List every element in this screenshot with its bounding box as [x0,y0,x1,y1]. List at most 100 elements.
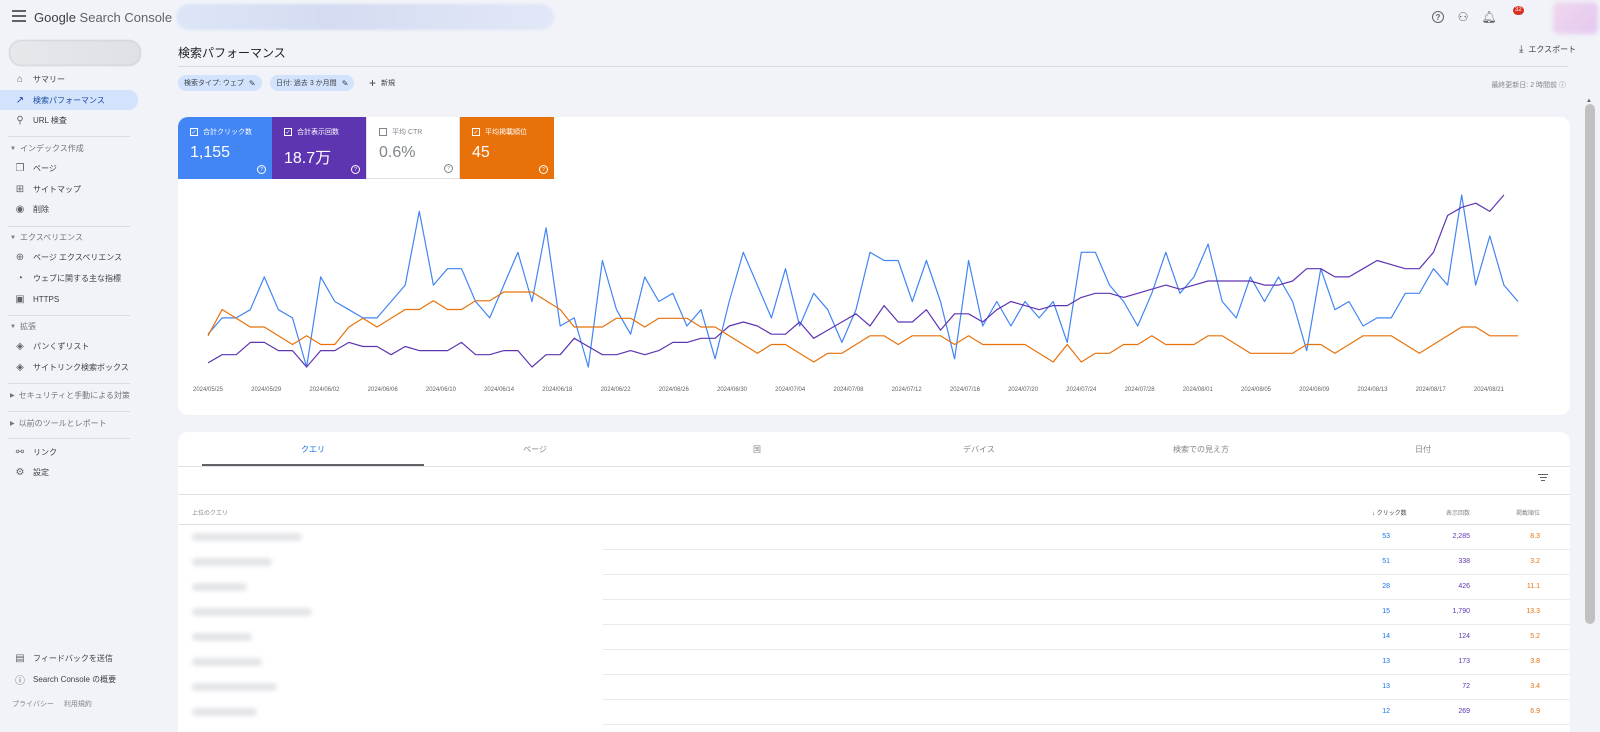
divider [8,383,130,384]
x-tick-label: 2024/06/26 [659,387,690,393]
table-row[interactable]: 13 173 3.8 [178,650,1570,675]
help-icon[interactable]: ? [539,165,548,174]
settings-icon: ⚙ [15,466,25,478]
metric-label: 合計表示回数 [297,129,339,136]
sitemap-icon: ⊞ [15,183,25,195]
sidebar-item-breadcrumbs[interactable]: ◈ パンくずリスト [0,336,138,356]
sidebar-item-page-experience[interactable]: ⊕ ページ エクスペリエンス [0,247,138,267]
app-logo[interactable]: Google Search Console [34,10,172,25]
sidebar-item-removals[interactable]: ◉ 削除 [0,199,138,219]
section-enhancements[interactable]: ▼ 拡張 [10,321,36,332]
tab-countries[interactable]: 国 [753,445,761,454]
row-divider [603,624,1570,625]
download-icon: ⤓ [1519,44,1524,55]
sidebar-item-performance[interactable]: ↗ 検索パフォーマンス [0,90,138,110]
row-clicks: 15 [1382,608,1390,615]
metric-value: 18.7万 [284,150,332,167]
metric-clicks[interactable]: ✓ 合計クリック数 1,155 ? [178,117,272,179]
table-row[interactable]: 15 1,790 13.3 [178,600,1570,625]
sidebar-item-feedback[interactable]: ▤ フィードバックを送信 [0,648,138,668]
section-indexing[interactable]: ▼ インデックス作成 [10,143,84,154]
sidebar-item-https[interactable]: ▣ HTTPS [0,289,138,309]
x-tick-label: 2024/06/22 [601,387,632,393]
help-icon[interactable]: ? [444,164,453,173]
metric-ctr[interactable]: 平均 CTR 0.6% ? [366,117,460,179]
add-circle-icon: ⊕ [15,251,25,263]
menu-icon[interactable] [12,10,26,22]
sidebar-item-settings[interactable]: ⚙ 設定 [0,462,138,482]
table-row[interactable]: 28 426 11.1 [178,575,1570,600]
tab-queries[interactable]: クエリ [301,445,325,454]
sidebar-item-links[interactable]: ⚯ リンク [0,442,138,462]
performance-line-chart[interactable]: 2024/05/25 2024/05/29 2024/06/02 2024/06/06… [178,117,1570,415]
metric-position[interactable]: ✓ 平均掲載順位 45 ? [460,117,554,179]
tab-dates[interactable]: 日付 [1415,445,1431,454]
table-row[interactable]: 53 2,285 8.3 [178,525,1570,550]
privacy-link[interactable]: プライバシー [12,701,54,708]
x-tick-label: 2024/07/20 [1008,387,1039,393]
property-selector[interactable] [9,40,141,66]
column-header-impressions[interactable]: 表示回数 [1445,511,1470,517]
metric-impressions[interactable]: ✓ 合計表示回数 18.7万 ? [272,117,366,179]
x-tick-label: 2024/06/30 [717,387,748,393]
chevron-down-icon: ▼ [10,323,16,330]
row-impressions: 269 [1458,708,1470,715]
scroll-up-arrow[interactable]: ▲ [1586,98,1592,104]
sidebar-item-label: サイトマップ [33,184,81,194]
sidebar-item-label: Search Console の概要 [33,674,117,684]
table-row[interactable]: 12 269 6.9 [178,700,1570,725]
section-experience[interactable]: ▼ エクスペリエンス [10,232,83,243]
x-tick-label: 2024/07/24 [1066,387,1097,393]
sidebar-item-label: ページ エクスペリエンス [33,252,123,262]
help-icon[interactable]: ? [1430,9,1446,25]
chip-label: 検索タイプ: ウェブ [184,80,244,87]
filter-chip-search-type[interactable]: 検索タイプ: ウェブ ✎ [178,75,262,91]
section-security[interactable]: ▶ セキュリティと手動による対策 [10,390,130,401]
row-clicks: 14 [1382,633,1390,640]
manage-users-icon[interactable]: ⚇ [1457,10,1469,24]
notifications-icon[interactable]: 🔔︎ [1481,10,1497,24]
tab-pages[interactable]: ページ [523,445,547,454]
sidebar-item-url-inspection[interactable]: ⚲ URL 検査 [0,110,138,130]
tab-search-appearance[interactable]: 検索での見え方 [1173,445,1229,454]
filter-chip-date[interactable]: 日付: 過去 3 か月間 ✎ [270,75,355,91]
export-button[interactable]: ⤓ エクスポート [1519,44,1576,55]
table-row[interactable]: 13 72 3.4 [178,675,1570,700]
sidebar-item-about[interactable]: ⓘ Search Console の概要 [0,669,138,689]
sidebar-item-sitemaps[interactable]: ⊞ サイトマップ [0,179,138,199]
sidebar-item-sitelinks-searchbox[interactable]: ◈ サイトリンク検索ボックス [0,357,138,377]
divider [8,438,130,439]
section-legacy[interactable]: ▶ 以前のツールとレポート [10,418,107,429]
chip-label: 日付: 過去 3 か月間 [276,80,337,87]
sidebar-item-label: 設定 [33,467,49,477]
new-filter-button[interactable]: + 新規 [369,76,395,90]
sidebar-item-summary[interactable]: ⌂ サマリー [0,69,138,89]
avatar[interactable] [1553,2,1598,34]
export-label: エクスポート [1528,45,1577,54]
help-icon[interactable]: ⓘ [1559,82,1566,89]
help-icon[interactable]: ? [351,165,360,174]
x-tick-label: 2024/08/13 [1357,387,1388,393]
last-updated: 最終更新日: 2 時間前 ⓘ [1491,80,1566,90]
visibility-off-icon: ◉ [15,203,25,215]
terms-link[interactable]: 利用規約 [63,701,92,708]
tab-devices[interactable]: デバイス [963,445,995,454]
x-tick-label: 2024/06/14 [484,387,515,393]
divider [8,226,130,227]
sidebar-item-pages[interactable]: ❐ ページ [0,158,138,178]
query-text-redacted [192,608,312,616]
info-icon: ⓘ [15,675,25,687]
table-row[interactable]: 14 124 5.2 [178,625,1570,650]
column-header-clicks[interactable]: ↓ クリック数 [1372,508,1407,517]
scrollbar[interactable] [1585,104,1595,624]
column-header-position[interactable]: 掲載順位 [1515,511,1540,517]
filter-icon[interactable] [1538,474,1548,483]
sidebar-item-core-web-vitals[interactable]: ◔ ウェブに関する主な指標 [0,268,138,288]
help-icon[interactable]: ? [257,165,266,174]
chevron-right-icon: ▶ [10,421,15,427]
table-row[interactable]: 51 338 3.2 [178,550,1570,575]
sidebar-item-label: 検索パフォーマンス [33,95,105,105]
x-tick-label: 2024/08/01 [1183,387,1214,393]
search-input[interactable] [176,4,554,30]
notification-badge: 32 [1513,6,1524,15]
